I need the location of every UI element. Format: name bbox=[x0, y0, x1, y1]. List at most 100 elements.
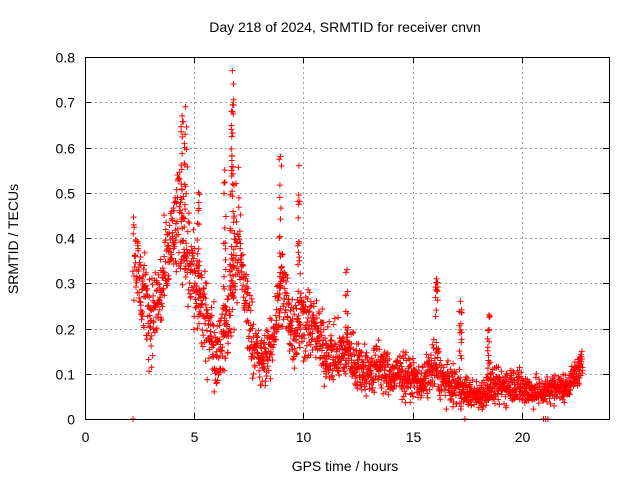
y-tick-label: 0 bbox=[67, 412, 75, 428]
data-point bbox=[370, 379, 377, 386]
data-point bbox=[153, 288, 160, 295]
data-point bbox=[409, 355, 416, 362]
data-point bbox=[249, 325, 256, 332]
data-point bbox=[406, 356, 413, 363]
data-point bbox=[320, 319, 327, 326]
data-point bbox=[561, 399, 568, 406]
data-point bbox=[272, 312, 279, 319]
data-point bbox=[227, 271, 234, 278]
data-point bbox=[306, 289, 313, 296]
data-point bbox=[296, 254, 303, 261]
data-point bbox=[192, 296, 199, 303]
data-point bbox=[535, 400, 542, 407]
data-point bbox=[548, 389, 555, 396]
data-point bbox=[441, 386, 448, 393]
data-point bbox=[225, 340, 232, 347]
data-point bbox=[551, 372, 558, 379]
data-point bbox=[162, 226, 169, 233]
data-point bbox=[221, 273, 228, 280]
data-point bbox=[364, 354, 371, 361]
data-point bbox=[166, 222, 173, 229]
data-point bbox=[199, 327, 206, 334]
data-point bbox=[363, 378, 370, 385]
data-point bbox=[468, 402, 475, 409]
data-point bbox=[275, 294, 282, 301]
data-point bbox=[579, 367, 586, 374]
data-point bbox=[265, 367, 272, 374]
data-point bbox=[242, 286, 249, 293]
data-point bbox=[357, 382, 364, 389]
data-point bbox=[566, 386, 573, 393]
data-point bbox=[145, 356, 152, 363]
data-point bbox=[261, 344, 268, 351]
data-point bbox=[179, 112, 186, 119]
data-point bbox=[351, 351, 358, 358]
data-point bbox=[221, 285, 228, 292]
data-point bbox=[541, 396, 548, 403]
data-point bbox=[269, 351, 276, 358]
data-point bbox=[235, 267, 242, 274]
data-point bbox=[172, 236, 179, 243]
data-point bbox=[203, 327, 210, 334]
data-point bbox=[185, 210, 192, 217]
data-point bbox=[194, 237, 201, 244]
data-point bbox=[136, 298, 143, 305]
data-point bbox=[230, 264, 237, 271]
data-point bbox=[495, 364, 502, 371]
data-point bbox=[305, 325, 312, 332]
data-point bbox=[189, 249, 196, 256]
data-point bbox=[148, 332, 155, 339]
data-point bbox=[146, 294, 153, 301]
data-point bbox=[195, 199, 202, 206]
data-point bbox=[235, 194, 242, 201]
data-point bbox=[247, 307, 254, 314]
data-point bbox=[130, 230, 137, 237]
data-point bbox=[296, 339, 303, 346]
data-point bbox=[578, 356, 585, 363]
data-point bbox=[578, 358, 585, 365]
data-point bbox=[244, 278, 251, 285]
data-point bbox=[156, 281, 163, 288]
data-point bbox=[260, 353, 267, 360]
data-point bbox=[181, 201, 188, 208]
data-point bbox=[148, 364, 155, 371]
data-point bbox=[199, 300, 206, 307]
data-point bbox=[428, 352, 435, 359]
data-point bbox=[358, 381, 365, 388]
data-points bbox=[129, 67, 586, 422]
data-point bbox=[132, 253, 139, 260]
data-point bbox=[295, 192, 302, 199]
data-point bbox=[139, 275, 146, 282]
data-point bbox=[147, 324, 154, 331]
data-point bbox=[434, 350, 441, 357]
data-point bbox=[214, 377, 221, 384]
data-point bbox=[328, 337, 335, 344]
data-point bbox=[305, 315, 312, 322]
data-point bbox=[135, 247, 142, 254]
data-point bbox=[448, 380, 455, 387]
data-point bbox=[216, 336, 223, 343]
data-point bbox=[254, 349, 261, 356]
data-point bbox=[230, 294, 237, 301]
data-point bbox=[342, 292, 349, 299]
data-point bbox=[195, 189, 202, 196]
data-point bbox=[195, 320, 202, 327]
data-point bbox=[343, 334, 350, 341]
data-point bbox=[223, 317, 230, 324]
data-point bbox=[222, 355, 229, 362]
data-point bbox=[159, 303, 166, 310]
data-point bbox=[456, 348, 463, 355]
data-point bbox=[228, 133, 235, 140]
x-tick-label: 10 bbox=[296, 429, 312, 445]
data-point bbox=[448, 395, 455, 402]
data-point bbox=[178, 180, 185, 187]
data-point bbox=[211, 388, 218, 395]
data-point bbox=[356, 353, 363, 360]
data-point bbox=[458, 309, 465, 316]
data-point bbox=[130, 273, 137, 280]
data-point bbox=[172, 227, 179, 234]
data-point bbox=[142, 282, 149, 289]
y-tick-label: 0.6 bbox=[56, 141, 76, 157]
data-point bbox=[229, 256, 236, 263]
data-point bbox=[182, 103, 189, 110]
